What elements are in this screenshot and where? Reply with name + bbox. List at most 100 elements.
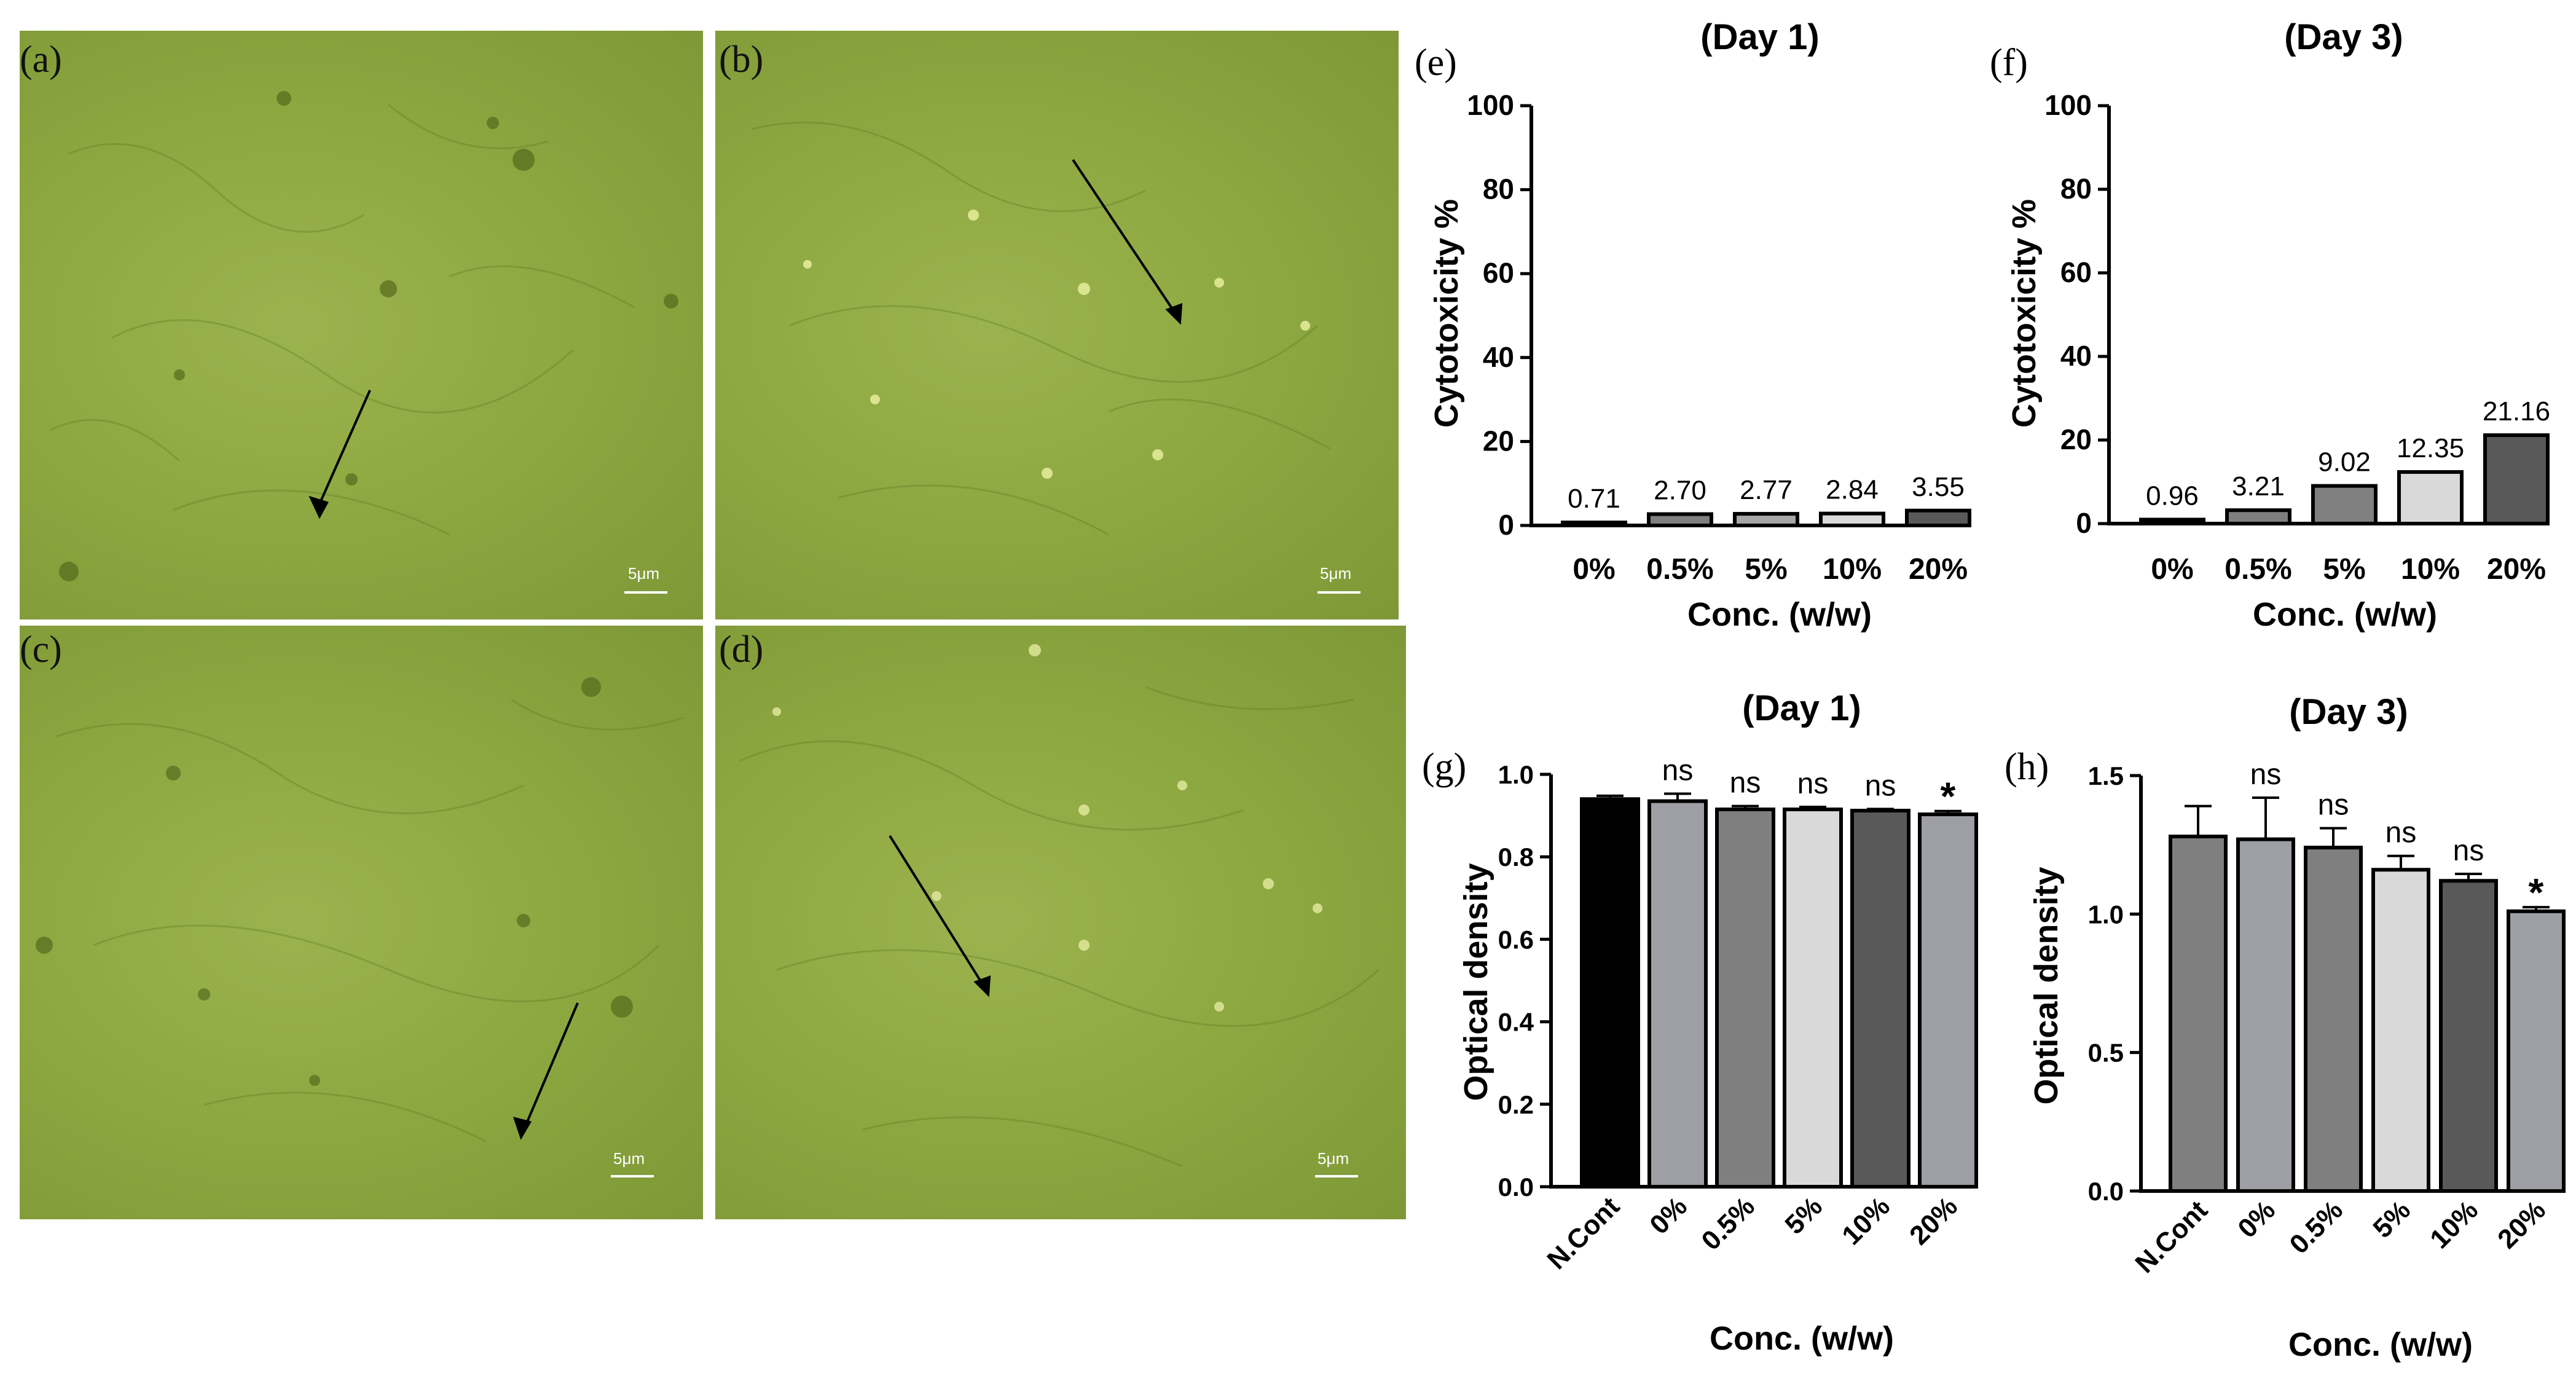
chart-h-significance-label: ns	[2318, 789, 2349, 822]
chart-f-category-label: 5%	[2323, 553, 2365, 586]
panel-label-f: (f)	[1990, 42, 2028, 84]
chart-h-title: (Day 3)	[2289, 692, 2408, 732]
chart-f-bar	[2139, 517, 2205, 525]
chart-f-y-tick-label: 60	[2060, 256, 2092, 288]
chart-e-bar	[1647, 512, 1713, 528]
chart-e-y-tick-label: 20	[1483, 425, 1514, 457]
chart-f-data-label: 21.16	[2483, 396, 2550, 427]
chart-e-bar	[1905, 508, 1971, 527]
chart-g-y-tick-label: 1.0	[1498, 760, 1534, 789]
chart-h-bar	[2371, 868, 2430, 1193]
chart-h-bar	[2236, 837, 2295, 1193]
micrograph-a: (a) 5μm	[20, 31, 703, 619]
chart-g-significance-label: ns	[1730, 767, 1761, 800]
chart-g-y-tick-label: 0.0	[1498, 1173, 1534, 1201]
chart-g-xlabel: Conc. (w/w)	[1710, 1320, 1894, 1357]
chart-e-data-label: 2.77	[1740, 475, 1793, 505]
chart-f-bar	[2311, 484, 2378, 525]
chart-h-category-label: 5%	[2367, 1195, 2416, 1244]
chart-h-category-label: 20%	[2492, 1195, 2551, 1254]
chart-e-data-label: 3.55	[1912, 472, 1965, 502]
chart-g-significance-label: *	[1941, 774, 1956, 819]
chart-f-category-label: 0%	[2151, 553, 2193, 586]
chart-f-data-label: 0.96	[2146, 481, 2199, 511]
micrograph-a-scale-text: 5μm	[628, 564, 660, 583]
chart-h-bar	[2169, 835, 2228, 1193]
chart-e-y-tick-label: 80	[1483, 173, 1514, 205]
chart-h-category-label: 10%	[2424, 1195, 2484, 1254]
panel-label-e: (e)	[1415, 42, 1457, 84]
chart-h-bar	[2507, 909, 2566, 1193]
panel-label-h: (h)	[2005, 746, 2049, 788]
chart-f-y-tick-label: 20	[2060, 423, 2092, 455]
micrograph-c-label: (c)	[20, 629, 62, 670]
micrograph-c: (c) 5μm	[20, 626, 703, 1219]
chart-h-significance-label: *	[2529, 870, 2544, 914]
chart-h-significance-label: ns	[2386, 817, 2417, 849]
micrograph-d: (d) 5μm	[715, 626, 1406, 1219]
chart-e-bar	[1819, 511, 1885, 527]
chart-h-significance-label: ns	[2453, 835, 2484, 867]
chart-h-significance-label: ns	[2250, 758, 2282, 791]
micrograph-d-scale-text: 5μm	[1317, 1149, 1349, 1168]
chart-f-bar	[2397, 470, 2464, 526]
chart-g-bar	[1783, 808, 1843, 1189]
chart-f-bar	[2483, 433, 2550, 525]
chart-f-ylabel: Cytotoxicity %	[2006, 199, 2043, 428]
chart-e-category-label: 0%	[1573, 553, 1615, 586]
chart-e-category-label: 5%	[1745, 553, 1787, 586]
chart-e-bar	[1733, 512, 1799, 527]
chart-e-data-label: 2.84	[1826, 475, 1879, 505]
chart-g-y-tick-label: 0.6	[1498, 925, 1534, 954]
micrograph-b-scale-bar	[1317, 591, 1361, 594]
chart-e-category-label: 0.5%	[1646, 553, 1713, 586]
micrograph-a-label: (a)	[20, 39, 62, 81]
chart-e-title: (Day 1)	[1700, 17, 1819, 57]
chart-g-bar	[1647, 799, 1708, 1189]
chart-f-data-label: 3.21	[2232, 471, 2285, 501]
micrograph-b-texture	[752, 121, 1330, 536]
chart-g-significance-label: ns	[1865, 769, 1896, 802]
chart-e-data-label: 0.71	[1568, 484, 1620, 514]
chart-e-ylabel: Cytotoxicity %	[1428, 199, 1465, 428]
chart-h-xlabel: Conc. (w/w)	[2288, 1326, 2473, 1363]
chart-g-ylabel: Optical density	[1458, 863, 1494, 1101]
chart-e-category-label: 10%	[1823, 553, 1882, 586]
chart-g-significance-label: ns	[1662, 755, 1694, 787]
chart-e-category-label: 20%	[1909, 553, 1968, 586]
chart-f-category-label: 20%	[2487, 553, 2546, 586]
micrograph-d-scale-bar	[1315, 1175, 1358, 1177]
chart-h-y-tick-label: 0.5	[2088, 1039, 2124, 1067]
chart-e-y-tick-label: 100	[1467, 89, 1514, 121]
chart-h-category-label: 0%	[2232, 1195, 2281, 1244]
chart-f-data-label: 9.02	[2318, 447, 2371, 478]
chart-f-category-label: 0.5%	[2225, 553, 2291, 586]
chart-g-y-tick-label: 0.4	[1498, 1008, 1534, 1037]
chart-f-y-tick-label: 100	[2044, 89, 2092, 121]
micrograph-c-texture	[36, 677, 684, 1143]
chart-h-bar	[2439, 879, 2498, 1193]
chart-f-y-tick-label: 80	[2060, 173, 2092, 205]
chart-e-y-tick-label: 40	[1483, 341, 1514, 373]
chart-f-y-tick-label: 0	[2076, 507, 2092, 539]
panel-label-g: (g)	[1422, 746, 1466, 788]
micrograph-d-label: (d)	[719, 629, 764, 670]
micrograph-a-scale-bar	[624, 591, 667, 594]
chart-g-bar	[1850, 809, 1910, 1189]
micrograph-d-texture	[739, 644, 1380, 1168]
chart-e-y-tick-label: 60	[1483, 257, 1514, 289]
micrograph-c-scale-bar	[611, 1175, 654, 1177]
chart-g-y-tick-label: 0.8	[1498, 843, 1534, 871]
chart-g-title: (Day 1)	[1742, 688, 1861, 728]
micrograph-b-scale-text: 5μm	[1320, 564, 1352, 583]
chart-e-bar	[1561, 521, 1627, 527]
chart-f-xlabel: Conc. (w/w)	[2253, 596, 2437, 633]
chart-e-xlabel: Conc. (w/w)	[1687, 596, 1872, 633]
chart-h-category-label: N.Cont	[2129, 1195, 2213, 1279]
chart-f-title: (Day 3)	[2284, 17, 2403, 57]
